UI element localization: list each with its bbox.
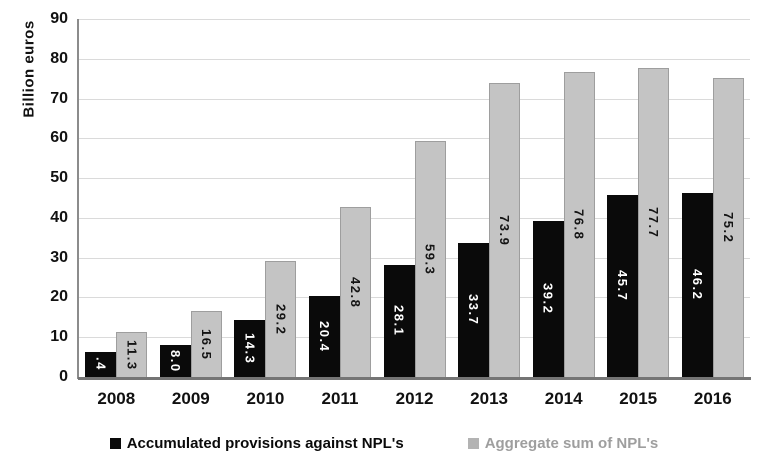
plot-area: .4 11.3 8.0 16.5 14.3 29.2 20.4 42.8 28.1 59.3 33.… xyxy=(79,19,750,377)
gridline-60 xyxy=(79,138,750,140)
bar-value-label: 28.1 xyxy=(391,305,407,337)
y-tick-label-0: 0 xyxy=(59,368,68,385)
bar-aggregate-2014: 76.8 xyxy=(563,71,595,377)
bar-value-label: 11.3 xyxy=(124,339,140,371)
bar-value-label: 77.7 xyxy=(646,207,662,239)
bar-value-label: 46.2 xyxy=(689,269,705,301)
y-axis-line xyxy=(77,19,79,379)
y-tick-label-70: 70 xyxy=(50,89,68,107)
bar-aggregate-2013: 73.9 xyxy=(489,83,521,377)
bar-value-label: 8.0 xyxy=(167,349,183,373)
bar-aggregate-2015: 77.7 xyxy=(638,67,670,377)
gridline-30 xyxy=(79,257,750,259)
x-axis-labels: 2008 2009 2010 2011 2012 2013 2014 2015 2016 xyxy=(79,389,750,409)
x-tick-label-2011: 2011 xyxy=(321,389,359,408)
bar-group-2015: 45.7 77.7 xyxy=(601,19,676,377)
bar-provisions-2013: 33.7 xyxy=(458,242,490,377)
bar-aggregate-2012: 59.3 xyxy=(414,141,446,377)
bar-group-2010: 14.3 29.2 xyxy=(228,19,303,377)
y-tick-label-40: 40 xyxy=(50,208,68,226)
gridline-90 xyxy=(79,19,750,20)
x-axis-line xyxy=(78,377,751,380)
legend-item-aggregate: Aggregate sum of NPL's xyxy=(467,434,659,452)
bar-value-label: 76.8 xyxy=(571,209,587,241)
x-tick-label-2009: 2009 xyxy=(171,389,210,408)
bar-group-2014: 39.2 76.8 xyxy=(526,19,601,377)
bar-aggregate-2010: 29.2 xyxy=(265,260,297,377)
bar-value-label: 45.7 xyxy=(615,270,631,302)
y-tick-label-50: 50 xyxy=(50,169,68,187)
bar-provisions-2014: 39.2 xyxy=(532,221,564,377)
legend-swatch-aggregate-icon xyxy=(467,437,479,449)
legend-label-aggregate: Aggregate sum of NPL's xyxy=(484,434,659,452)
x-tick-label-2013: 2013 xyxy=(470,389,508,408)
bar-provisions-2011: 20.4 xyxy=(308,295,340,377)
bar-group-2016: 46.2 75.2 xyxy=(676,19,751,377)
legend-label-provisions: Accumulated provisions against NPL's xyxy=(126,434,404,452)
bar-value-label: 16.5 xyxy=(198,329,214,361)
x-tick-label-2015: 2015 xyxy=(619,389,658,408)
gridline-40 xyxy=(79,217,750,219)
bar-provisions-2010: 14.3 xyxy=(234,320,266,377)
bar-value-label: 75.2 xyxy=(720,212,736,244)
bar-value-label: 29.2 xyxy=(273,303,289,336)
bar-value-label: 14.3 xyxy=(242,332,258,365)
bar-aggregate-2016: 75.2 xyxy=(712,77,744,377)
bar-value-label: .4 xyxy=(93,357,109,372)
y-tick-label-90: 90 xyxy=(50,10,68,27)
y-tick-label-10: 10 xyxy=(50,328,68,346)
bar-aggregate-2008: 11.3 xyxy=(116,332,148,377)
gridline-70 xyxy=(79,98,750,100)
bar-value-label: 42.8 xyxy=(347,276,363,309)
x-tick-label-2008: 2008 xyxy=(97,389,136,408)
x-tick-label-2014: 2014 xyxy=(544,389,583,408)
bar-group-2012: 28.1 59.3 xyxy=(377,19,452,377)
x-tick-label-2012: 2012 xyxy=(395,389,434,408)
gridline-50 xyxy=(79,178,750,180)
bar-group-2008: .4 11.3 xyxy=(79,19,154,377)
bar-value-label: 39.2 xyxy=(540,283,556,315)
y-tick-label-30: 30 xyxy=(50,248,68,266)
bar-groups: .4 11.3 8.0 16.5 14.3 29.2 20.4 42.8 28.1 59.3 33.… xyxy=(79,19,750,377)
bar-value-label: 73.9 xyxy=(497,214,513,247)
bar-provisions-2009: 8.0 xyxy=(159,345,191,377)
bar-aggregate-2011: 42.8 xyxy=(339,206,371,377)
x-tick-label-2010: 2010 xyxy=(246,389,285,408)
bar-group-2013: 33.7 73.9 xyxy=(452,19,527,377)
legend: Accumulated provisions against NPL's Agg… xyxy=(0,433,768,453)
bar-group-2011: 20.4 42.8 xyxy=(303,19,378,377)
bar-provisions-2016: 46.2 xyxy=(681,193,713,377)
y-tick-label-60: 60 xyxy=(50,129,68,147)
bar-group-2009: 8.0 16.5 xyxy=(154,19,229,377)
legend-swatch-provisions-icon xyxy=(109,437,121,449)
y-tick-label-20: 20 xyxy=(50,288,68,306)
x-tick-label-2016: 2016 xyxy=(693,389,732,408)
bar-provisions-2015: 45.7 xyxy=(607,195,639,377)
bar-provisions-2012: 28.1 xyxy=(383,265,415,377)
gridline-80 xyxy=(79,58,750,60)
bar-value-label: 33.7 xyxy=(466,294,482,326)
y-tick-label-80: 80 xyxy=(50,49,68,67)
bar-provisions-2008: .4 xyxy=(85,351,117,377)
bar-value-label: 59.3 xyxy=(422,243,438,276)
bar-value-label: 20.4 xyxy=(316,320,332,353)
legend-item-provisions: Accumulated provisions against NPL's xyxy=(109,434,404,452)
bar-aggregate-2009: 16.5 xyxy=(190,311,222,377)
